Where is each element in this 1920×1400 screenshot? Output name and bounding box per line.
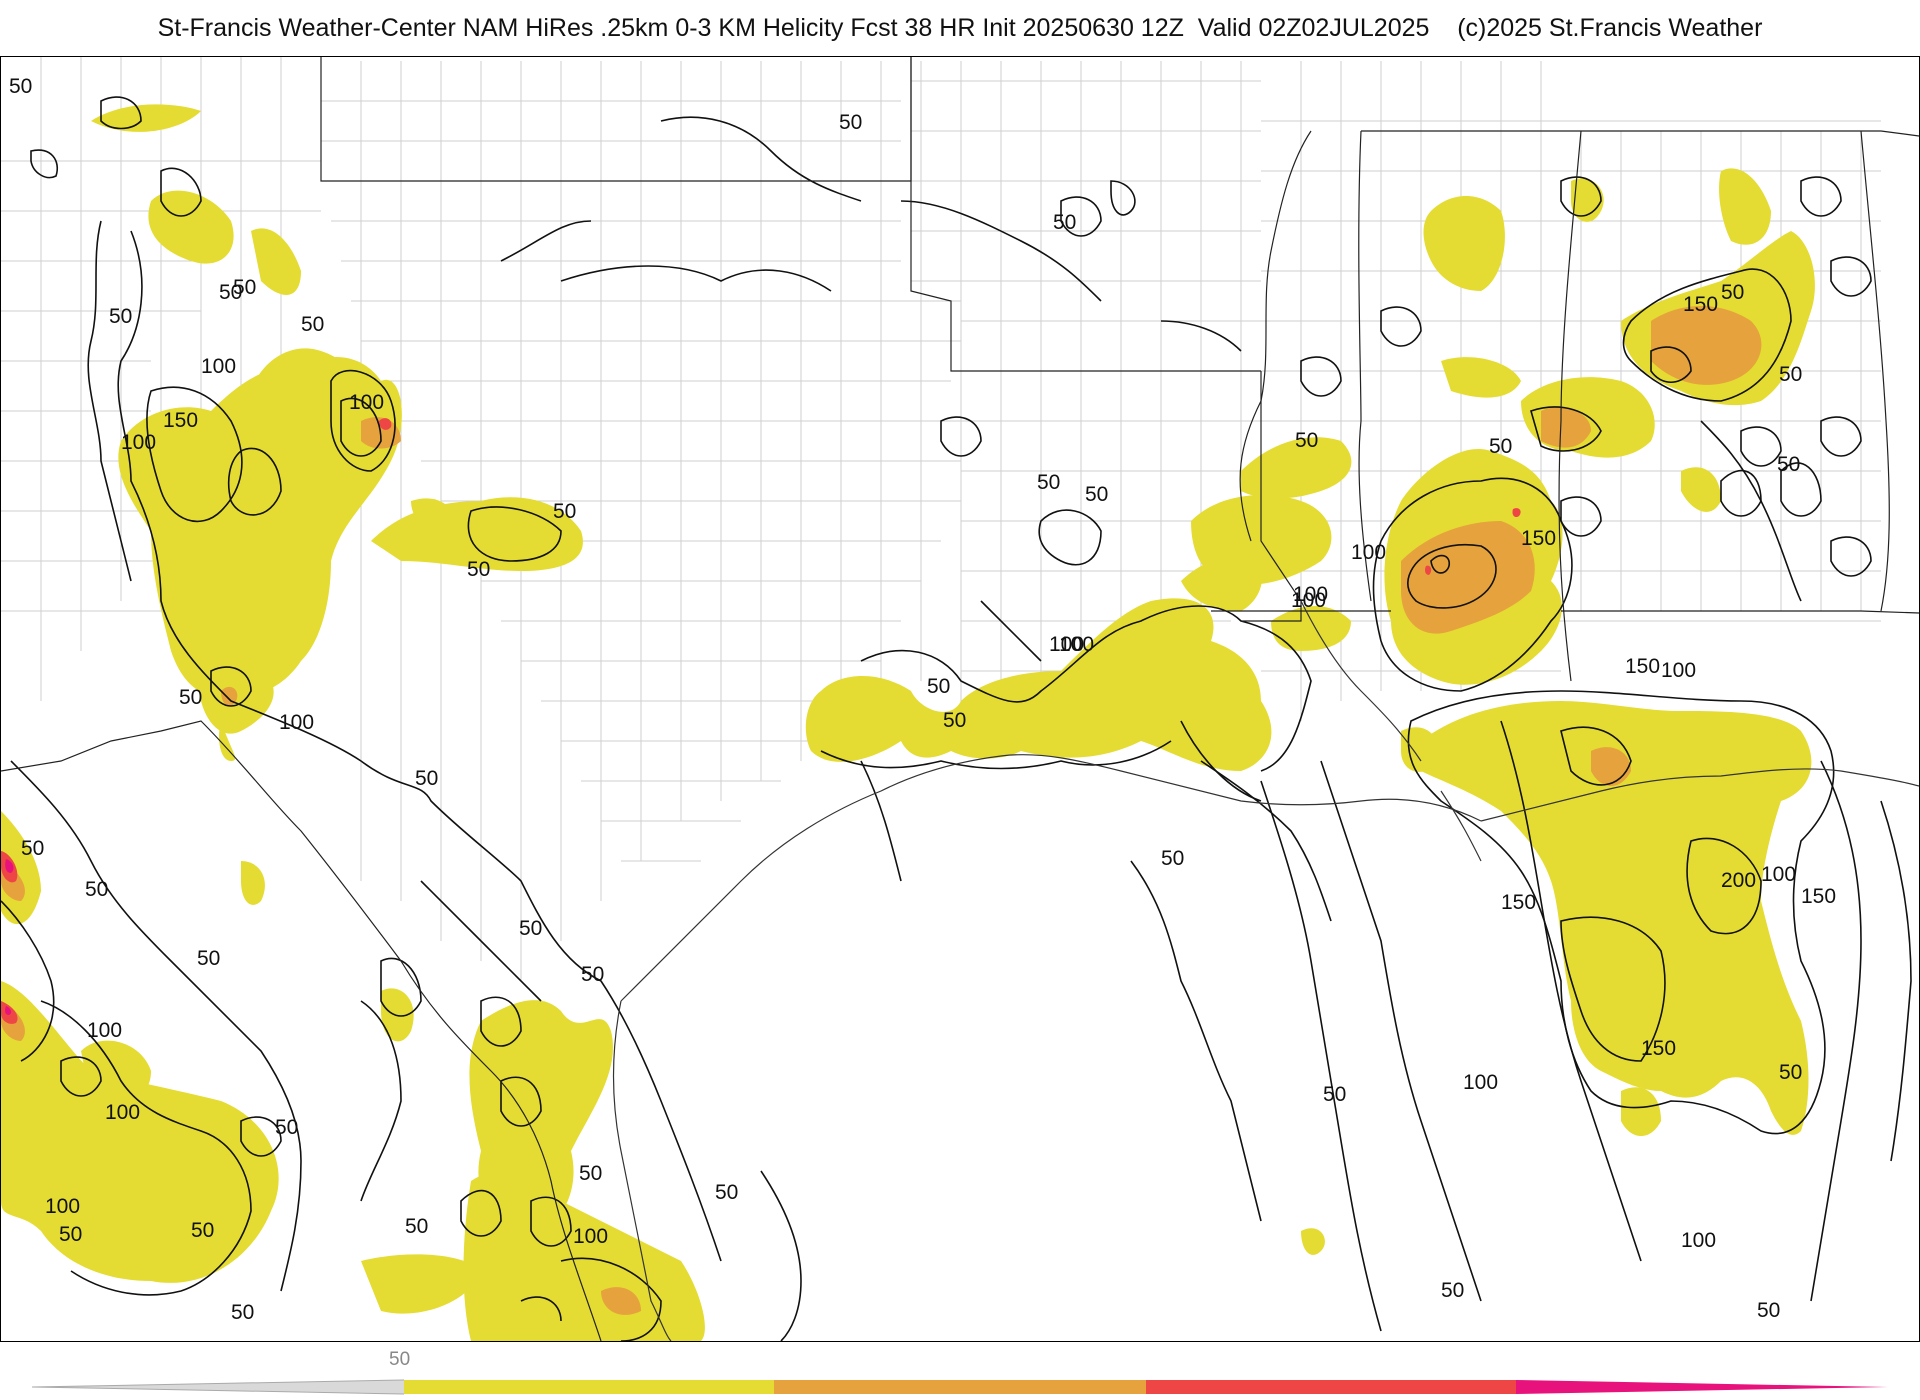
colorbar: 50 [31, 1349, 1888, 1395]
contour-label: 50 [553, 500, 576, 523]
contour-label: 150 [1641, 1037, 1676, 1060]
contour-label: 50 [943, 709, 966, 732]
contour-label: 150 [1501, 891, 1536, 914]
colorbar-outline [31, 1379, 405, 1388]
contour-label: 50 [581, 963, 604, 986]
contour-label: 50 [579, 1162, 602, 1185]
helicity-shading [1, 104, 1815, 1341]
contour-label: 50 [233, 276, 256, 299]
contour-label: 100 [1681, 1229, 1716, 1252]
contour-label: 50 [1037, 471, 1060, 494]
contour-label: 50 [1779, 1061, 1802, 1084]
contour-label: 50 [405, 1215, 428, 1238]
contour-label: 50 [715, 1181, 738, 1204]
contour-label: 50 [1053, 211, 1076, 234]
colorbar-segment-150-200 [1146, 1380, 1516, 1394]
contour-label: 50 [1779, 363, 1802, 386]
contour-label: 50 [85, 878, 108, 901]
contour-label: 150 [1625, 655, 1660, 678]
coastline [612, 600, 1919, 1341]
contour-label: 50 [231, 1301, 254, 1324]
contour-label: 100 [349, 391, 384, 414]
contour-label: 100 [105, 1101, 140, 1124]
contour-label: 50 [1777, 453, 1800, 476]
contour-label: 50 [1441, 1279, 1464, 1302]
colorbar-segment-below [32, 1380, 404, 1394]
map-title: St-Francis Weather-Center NAM HiRes .25k… [157, 14, 1763, 42]
contour-label: 50 [197, 947, 220, 970]
contour-label: 100 [1661, 659, 1696, 682]
contour-label: 50 [179, 686, 202, 709]
contour-label: 50 [219, 281, 242, 304]
contour-label: 50 [1489, 435, 1512, 458]
contour-label: 50 [59, 1223, 82, 1246]
contour-label: 100 [279, 711, 314, 734]
contour-label: 150 [1801, 885, 1836, 908]
contour-label: 150 [1683, 293, 1718, 316]
colorbar-segment-200-plus [1516, 1380, 1888, 1394]
contour-label: 50 [1757, 1299, 1780, 1322]
contour-label: 100 [1049, 633, 1084, 656]
contour-label: 100 [1059, 633, 1094, 656]
contour-label: 100 [1291, 589, 1326, 612]
contour-label: 100 [573, 1225, 608, 1248]
contour-label: 50 [275, 1116, 298, 1139]
colorbar-outline [31, 1386, 405, 1395]
contour-label: 100 [1463, 1071, 1498, 1094]
contour-label: 100 [87, 1019, 122, 1042]
contour-label: 50 [301, 313, 324, 336]
contour-label: 50 [839, 111, 862, 134]
helicity-contours [1, 96, 1912, 1341]
colorbar-segment-100-150 [774, 1380, 1146, 1394]
contour-label: 100 [45, 1195, 80, 1218]
contour-label: 100 [201, 355, 236, 378]
contour-label: 50 [9, 75, 32, 98]
contour-label: 50 [415, 767, 438, 790]
contour-label: 150 [1521, 527, 1556, 550]
contour-label: 100 [1351, 541, 1386, 564]
contour-label: 50 [467, 558, 490, 581]
contour-label: 50 [109, 305, 132, 328]
state-borders [1, 57, 1919, 1341]
county-borders [1, 57, 1881, 981]
contour-label: 50 [519, 917, 542, 940]
map-panel: 50 50 50 50 50 100 150 100 100 50 50 50 … [0, 56, 1920, 1342]
contour-label: 50 [21, 837, 44, 860]
contour-label: 50 [927, 675, 950, 698]
contour-label: 50 [1721, 281, 1744, 304]
contour-label: 50 [1323, 1083, 1346, 1106]
colorbar-segment-50-100 [404, 1380, 774, 1394]
contour-label: 50 [1161, 847, 1184, 870]
contour-label: 50 [191, 1219, 214, 1242]
contour-label: 100 [1293, 583, 1328, 606]
contour-label: 150 [163, 409, 198, 432]
contour-label: 100 [121, 431, 156, 454]
contour-label: 200 [1721, 869, 1756, 892]
helicity-map: 50 50 50 50 50 100 150 100 100 50 50 50 … [1, 57, 1919, 1341]
contour-labels: 50 50 50 50 50 100 150 100 100 50 50 50 … [9, 75, 1836, 1324]
contour-label: 100 [1761, 863, 1796, 886]
contour-label: 50 [1085, 483, 1108, 506]
colorbar-tick-label: 50 [389, 1349, 410, 1370]
contour-label: 50 [1295, 429, 1318, 452]
